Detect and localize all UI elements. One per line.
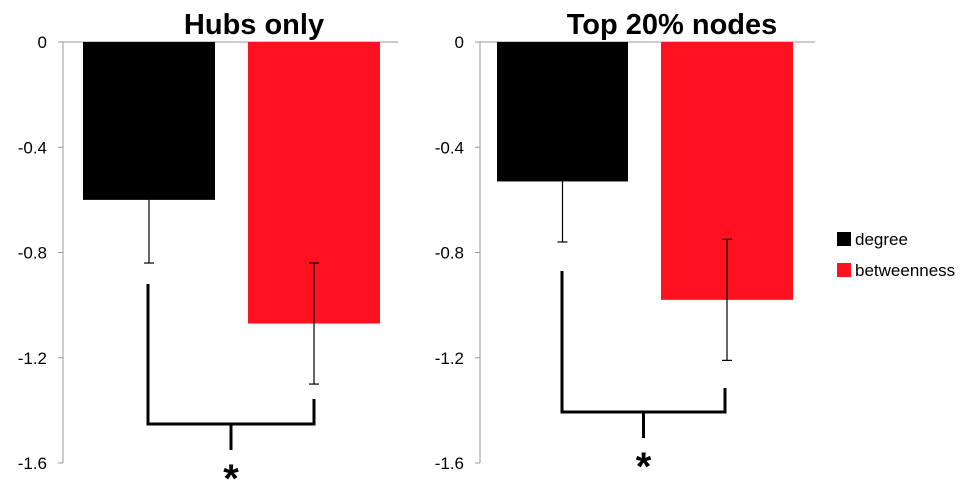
- legend-label-degree: degree: [855, 230, 908, 249]
- panel-title: Hubs only: [184, 9, 324, 41]
- legend-label-betweenness: betweenness: [855, 261, 955, 280]
- legend: degree betweenness: [837, 230, 955, 280]
- y-tick-label: -0.4: [18, 138, 47, 157]
- y-tick-label: -1.2: [18, 349, 47, 368]
- y-tick-label: 0: [38, 33, 47, 52]
- y-tick-label: 0: [455, 33, 464, 52]
- legend-swatch-betweenness: [837, 263, 851, 277]
- legend-swatch-degree: [837, 232, 851, 246]
- y-tick-label: -1.2: [435, 349, 464, 368]
- panel-hubs-only: Hubs only 0 -0.4 -0.8 -1.2 -1.6 *: [18, 9, 398, 492]
- y-tick-label: -0.8: [435, 244, 464, 263]
- y-tick-label: -1.6: [435, 454, 464, 473]
- panel-title: Top 20% nodes: [567, 9, 778, 41]
- significance-star: *: [223, 457, 239, 492]
- significance-star: *: [636, 445, 652, 489]
- y-tick-label: -0.8: [18, 244, 47, 263]
- panel-top-20-nodes: Top 20% nodes 0 -0.4 -0.8 -1.2 -1.6 *: [435, 9, 815, 489]
- y-tick-label: -1.6: [18, 454, 47, 473]
- y-tick-label: -0.4: [435, 138, 464, 157]
